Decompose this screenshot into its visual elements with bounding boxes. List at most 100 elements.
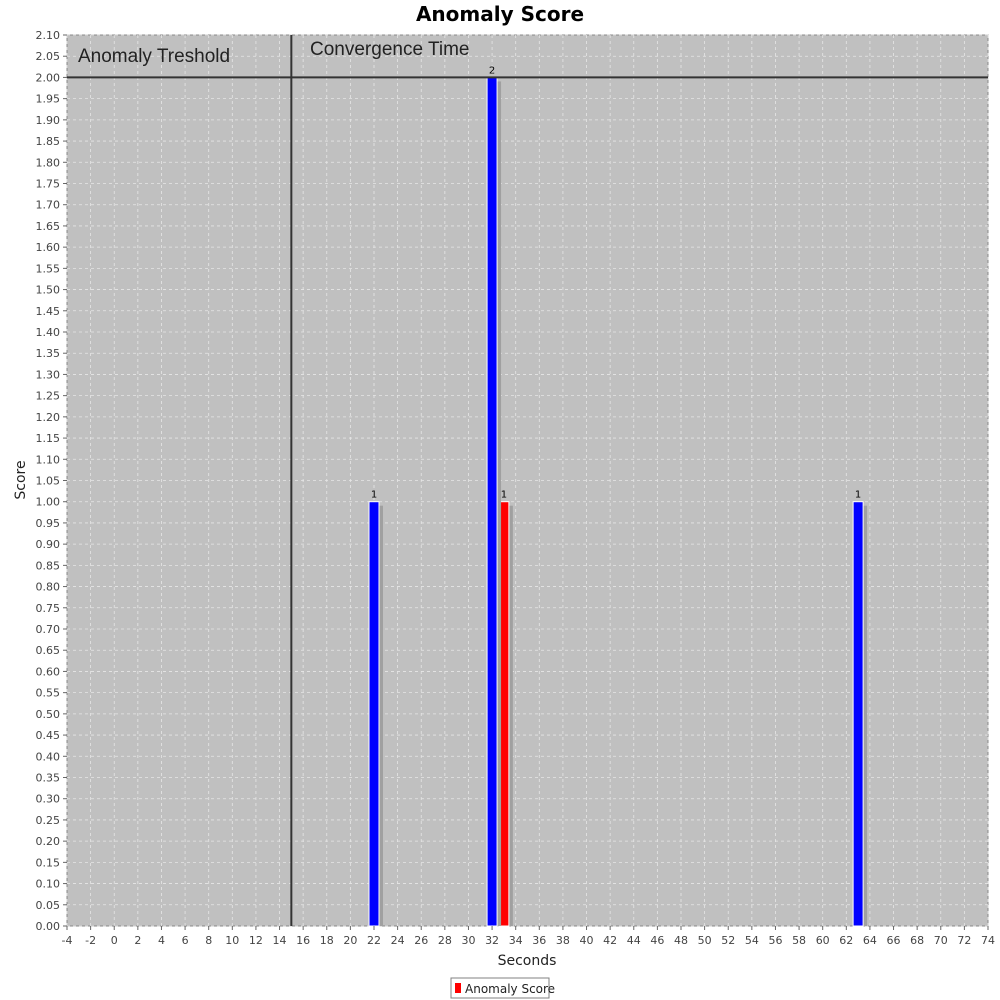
y-tick-label: 0.35 [36, 772, 61, 785]
x-tick-label: 12 [249, 934, 263, 947]
y-axis-ticks: 0.00 0.05 0.10 0.15 0.20 0.25 0.30 0.35 0.40 0.45… [36, 29, 67, 933]
y-tick-label: 1.15 [36, 432, 61, 445]
x-axis-ticks: -4 -2 0 2 4 6 8 10 12 14 16 18 20 22 24 26 28 30 32 34 36 38 4… [62, 926, 995, 947]
y-tick-label: 1.20 [36, 411, 61, 424]
y-tick-label: 1.10 [36, 453, 61, 466]
x-tick-label: 8 [205, 934, 212, 947]
x-tick-label: 48 [674, 934, 688, 947]
legend-swatch [455, 983, 461, 993]
threshold-marker-label: Anomaly Treshold [78, 46, 230, 67]
x-axis-label: Seconds [498, 953, 557, 969]
legend: Anomaly Score [450, 977, 555, 999]
x-tick-label: 70 [934, 934, 948, 947]
x-tick-label: 16 [296, 934, 310, 947]
y-tick-label: 0.80 [36, 581, 61, 594]
x-tick-label: 46 [650, 934, 664, 947]
x-tick-label: 60 [816, 934, 830, 947]
x-tick-label: 22 [367, 934, 381, 947]
y-tick-label: 1.95 [36, 93, 61, 106]
bar [852, 501, 864, 927]
x-tick-label: 44 [627, 934, 641, 947]
y-tick-label: 0.05 [36, 899, 61, 912]
y-tick-label: 0.50 [36, 708, 61, 721]
y-tick-label: 2.05 [36, 50, 61, 63]
x-tick-label: 20 [343, 934, 357, 947]
y-tick-label: 1.70 [36, 199, 61, 212]
bar-value-label: 1 [501, 490, 507, 501]
x-tick-label: 50 [698, 934, 712, 947]
x-tick-label: 56 [768, 934, 782, 947]
x-tick-label: 36 [532, 934, 546, 947]
x-tick-label: 74 [981, 934, 995, 947]
y-tick-label: 0.00 [36, 920, 61, 933]
y-tick-label: 1.05 [36, 475, 61, 488]
y-tick-label: 1.60 [36, 241, 61, 254]
x-tick-label: 2 [134, 934, 141, 947]
y-tick-label: 1.55 [36, 262, 61, 275]
y-tick-label: 1.35 [36, 347, 61, 360]
y-tick-label: 1.65 [36, 220, 61, 233]
x-tick-label: 28 [438, 934, 452, 947]
x-tick-label: -2 [85, 934, 96, 947]
bar-marks: 1 1 2 1 [368, 65, 868, 927]
legend-box [450, 977, 550, 999]
y-tick-label: 0.30 [36, 793, 61, 806]
x-tick-label: 38 [556, 934, 570, 947]
y-tick-label: 0.20 [36, 835, 61, 848]
bar [368, 501, 380, 927]
y-tick-label: 0.95 [36, 517, 61, 530]
x-tick-label: 40 [580, 934, 594, 947]
marker-lines [67, 35, 988, 926]
x-tick-label: 64 [863, 934, 877, 947]
x-tick-label: 54 [745, 934, 759, 947]
y-tick-label: 1.85 [36, 135, 61, 148]
grid-lines [66, 34, 989, 927]
y-axis-label: Score [13, 460, 29, 499]
bar [486, 76, 498, 927]
y-tick-label: 1.80 [36, 156, 61, 169]
x-tick-label: 32 [485, 934, 499, 947]
chart-title: Anomaly Score [416, 2, 584, 26]
y-tick-label: 0.55 [36, 687, 61, 700]
y-tick-label: 0.25 [36, 814, 61, 827]
x-tick-label: 18 [320, 934, 334, 947]
bar-value-label: 1 [855, 490, 861, 501]
x-tick-label: 26 [414, 934, 428, 947]
x-tick-label: 34 [509, 934, 523, 947]
x-tick-label: 58 [792, 934, 806, 947]
y-tick-label: 1.00 [36, 496, 61, 509]
convergence-marker-label: Convergence Time [310, 39, 469, 60]
y-tick-label: 1.30 [36, 368, 61, 381]
bar-value-label: 1 [371, 490, 377, 501]
x-tick-label: 52 [721, 934, 735, 947]
y-tick-label: 0.40 [36, 750, 61, 763]
x-tick-label: 66 [887, 934, 901, 947]
y-tick-label: 2.10 [36, 29, 61, 42]
x-tick-label: 14 [273, 934, 287, 947]
y-tick-label: 1.40 [36, 326, 61, 339]
y-tick-label: 0.70 [36, 623, 61, 636]
x-tick-label: -4 [62, 934, 73, 947]
y-tick-label: 0.10 [36, 878, 61, 891]
y-tick-label: 1.45 [36, 305, 61, 318]
y-tick-label: 1.75 [36, 178, 61, 191]
y-tick-label: 1.25 [36, 390, 61, 403]
bar-value-label: 2 [489, 65, 495, 76]
x-tick-label: 24 [391, 934, 405, 947]
y-tick-label: 0.65 [36, 644, 61, 657]
y-tick-label: 0.60 [36, 665, 61, 678]
y-tick-label: 1.50 [36, 284, 61, 297]
x-tick-label: 62 [839, 934, 853, 947]
y-tick-label: 0.15 [36, 856, 61, 869]
y-tick-label: 0.90 [36, 538, 61, 551]
y-tick-label: 0.75 [36, 602, 61, 615]
x-tick-label: 30 [461, 934, 475, 947]
x-tick-label: 68 [910, 934, 924, 947]
x-tick-label: 4 [158, 934, 165, 947]
x-tick-label: 72 [957, 934, 971, 947]
y-tick-label: 1.90 [36, 114, 61, 127]
x-tick-label: 42 [603, 934, 617, 947]
x-tick-label: 0 [111, 934, 118, 947]
x-tick-label: 10 [225, 934, 239, 947]
